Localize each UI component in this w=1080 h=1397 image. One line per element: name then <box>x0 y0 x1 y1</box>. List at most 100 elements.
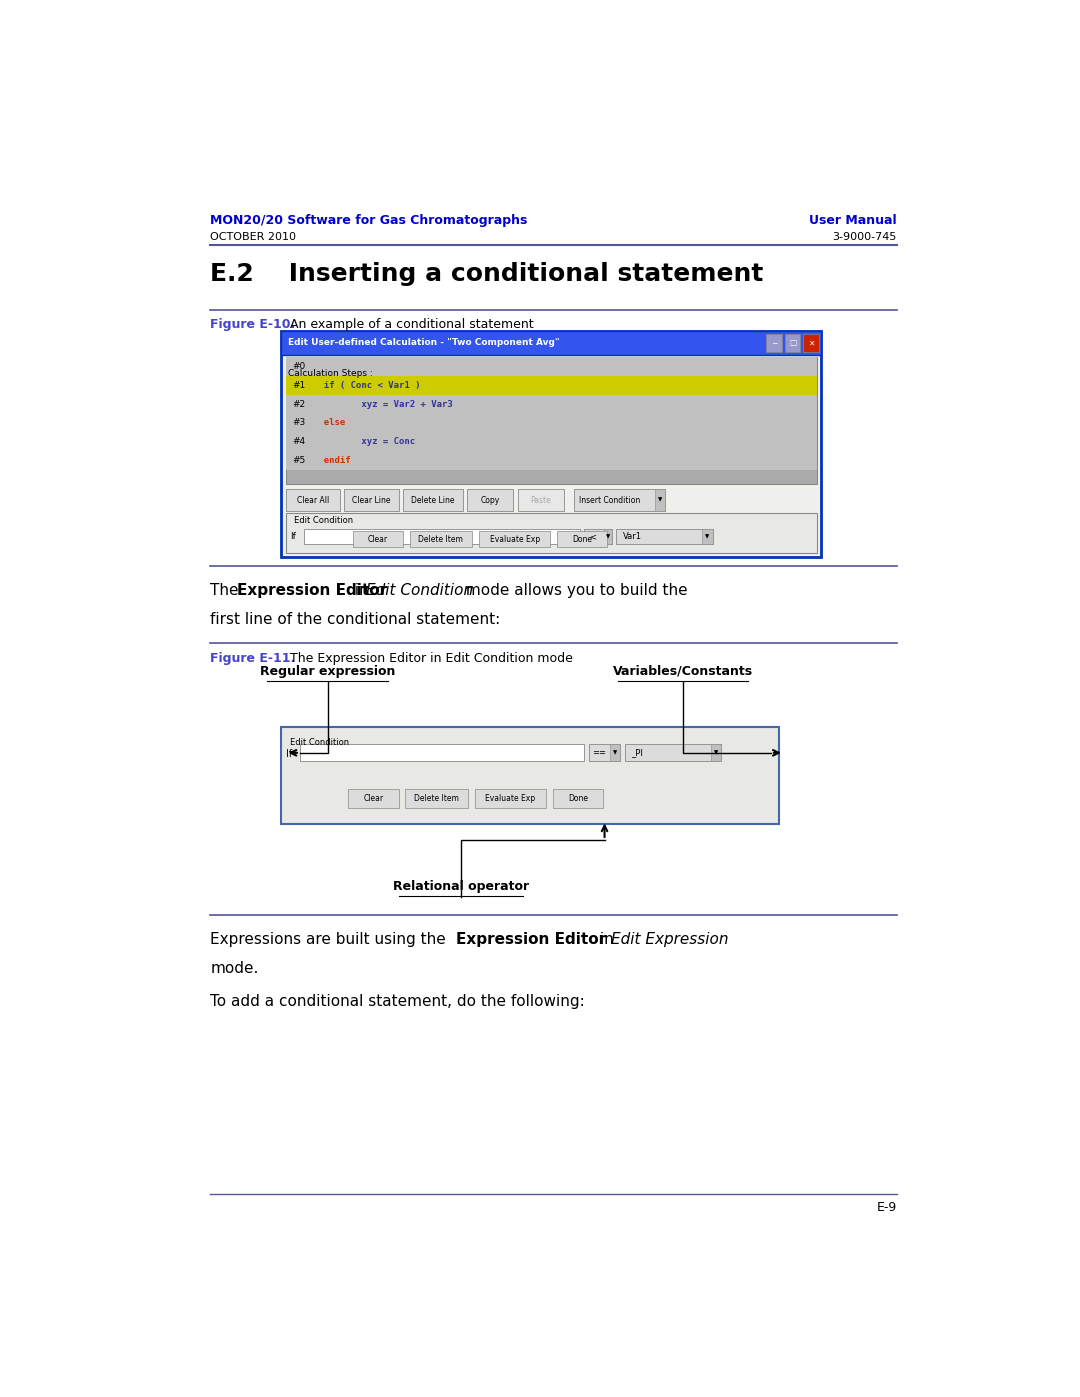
Text: #2: #2 <box>293 400 306 408</box>
Text: MON20/20 Software for Gas Chromatographs: MON20/20 Software for Gas Chromatographs <box>211 214 528 226</box>
Text: Clear: Clear <box>364 793 383 803</box>
Text: Relational operator: Relational operator <box>393 880 529 893</box>
Text: Calculation Steps :: Calculation Steps : <box>288 369 373 377</box>
Text: To add a conditional statement, do the following:: To add a conditional statement, do the f… <box>211 993 585 1009</box>
Text: Expressions are built using the: Expressions are built using the <box>211 932 451 947</box>
Text: Evaluate Exp: Evaluate Exp <box>485 793 536 803</box>
FancyBboxPatch shape <box>349 789 399 807</box>
FancyBboxPatch shape <box>654 489 665 511</box>
FancyBboxPatch shape <box>285 358 818 376</box>
FancyBboxPatch shape <box>285 432 818 451</box>
FancyBboxPatch shape <box>405 789 468 807</box>
FancyBboxPatch shape <box>702 529 713 545</box>
FancyBboxPatch shape <box>285 376 818 394</box>
Text: The: The <box>211 583 244 598</box>
FancyBboxPatch shape <box>711 745 721 761</box>
Text: If: If <box>289 532 296 541</box>
Text: ▼: ▼ <box>705 534 710 539</box>
Text: Delete Item: Delete Item <box>418 535 463 543</box>
FancyBboxPatch shape <box>604 529 612 545</box>
FancyBboxPatch shape <box>480 531 550 548</box>
Text: Figure E-11.: Figure E-11. <box>211 651 296 665</box>
FancyBboxPatch shape <box>517 489 564 511</box>
Text: Delete Item: Delete Item <box>415 793 459 803</box>
Text: Insert Condition: Insert Condition <box>579 496 639 504</box>
Text: ✕: ✕ <box>808 338 814 348</box>
FancyBboxPatch shape <box>300 745 584 761</box>
FancyBboxPatch shape <box>285 513 818 553</box>
Text: mode allows you to build the: mode allows you to build the <box>461 583 688 598</box>
FancyBboxPatch shape <box>352 531 403 548</box>
Text: #4: #4 <box>293 437 306 446</box>
FancyBboxPatch shape <box>403 489 463 511</box>
Text: Clear: Clear <box>367 535 388 543</box>
Text: xyz = Conc: xyz = Conc <box>313 437 416 446</box>
Text: Edit Condition: Edit Condition <box>289 738 349 747</box>
FancyBboxPatch shape <box>766 334 782 352</box>
Text: Edit Expression: Edit Expression <box>611 932 729 947</box>
FancyBboxPatch shape <box>557 531 607 548</box>
FancyBboxPatch shape <box>285 451 818 469</box>
Text: #0: #0 <box>293 362 306 370</box>
Text: in: in <box>350 583 374 598</box>
FancyBboxPatch shape <box>305 529 580 545</box>
Text: E-9: E-9 <box>877 1201 896 1214</box>
FancyBboxPatch shape <box>345 489 399 511</box>
Text: Paste: Paste <box>530 496 551 504</box>
Text: ─: ─ <box>772 338 777 348</box>
Text: Edit Condition: Edit Condition <box>294 515 353 525</box>
Text: Edit Condition: Edit Condition <box>366 583 473 598</box>
Text: OCTOBER 2010: OCTOBER 2010 <box>211 232 296 242</box>
FancyBboxPatch shape <box>610 745 620 761</box>
Text: Evaluate Exp: Evaluate Exp <box>489 535 540 543</box>
FancyBboxPatch shape <box>617 529 713 545</box>
FancyBboxPatch shape <box>589 745 620 761</box>
FancyBboxPatch shape <box>784 334 800 352</box>
Text: #3: #3 <box>293 418 306 427</box>
Text: ▼: ▼ <box>613 750 618 756</box>
Text: Expression Editor: Expression Editor <box>457 932 607 947</box>
Text: ==: == <box>592 749 606 757</box>
Text: in: in <box>595 932 619 947</box>
FancyBboxPatch shape <box>285 414 818 432</box>
FancyBboxPatch shape <box>802 334 819 352</box>
Text: <: < <box>590 532 596 541</box>
Text: Var1: Var1 <box>623 532 642 541</box>
FancyBboxPatch shape <box>282 331 822 557</box>
Text: Clear All: Clear All <box>297 496 329 504</box>
Text: Delete Line: Delete Line <box>411 496 455 504</box>
Text: Done: Done <box>568 793 588 803</box>
FancyBboxPatch shape <box>624 745 721 761</box>
FancyBboxPatch shape <box>575 489 665 511</box>
Text: ▼: ▼ <box>658 497 662 503</box>
Text: Copy: Copy <box>481 496 500 504</box>
Text: #1: #1 <box>293 381 306 390</box>
Text: endif: endif <box>313 455 351 465</box>
Text: Variables/Constants: Variables/Constants <box>613 665 753 678</box>
Text: mode.: mode. <box>211 961 259 977</box>
FancyBboxPatch shape <box>285 394 818 414</box>
Text: E.2    Inserting a conditional statement: E.2 Inserting a conditional statement <box>211 263 764 286</box>
FancyBboxPatch shape <box>282 726 780 824</box>
Text: 3-9000-745: 3-9000-745 <box>833 232 896 242</box>
Text: Edit User-defined Calculation - "Two Component Avg": Edit User-defined Calculation - "Two Com… <box>288 338 559 348</box>
Text: User Manual: User Manual <box>809 214 896 226</box>
FancyBboxPatch shape <box>285 358 818 483</box>
FancyBboxPatch shape <box>475 789 546 807</box>
Text: ▼: ▼ <box>714 750 718 756</box>
Text: #5: #5 <box>293 455 306 465</box>
FancyBboxPatch shape <box>282 331 822 355</box>
FancyBboxPatch shape <box>584 529 612 545</box>
Text: _PI: _PI <box>632 749 644 757</box>
Text: first line of the conditional statement:: first line of the conditional statement: <box>211 612 501 627</box>
Text: Done: Done <box>572 535 592 543</box>
Text: Regular expression: Regular expression <box>260 665 395 678</box>
Text: ▼: ▼ <box>606 534 610 539</box>
FancyBboxPatch shape <box>468 489 513 511</box>
Text: Clear Line: Clear Line <box>352 496 391 504</box>
Text: Expression Editor: Expression Editor <box>238 583 388 598</box>
Text: xyz = Var2 + Var3: xyz = Var2 + Var3 <box>313 400 453 408</box>
FancyBboxPatch shape <box>553 789 603 807</box>
Text: Figure E-10.: Figure E-10. <box>211 319 296 331</box>
Text: An example of a conditional statement: An example of a conditional statement <box>282 319 534 331</box>
